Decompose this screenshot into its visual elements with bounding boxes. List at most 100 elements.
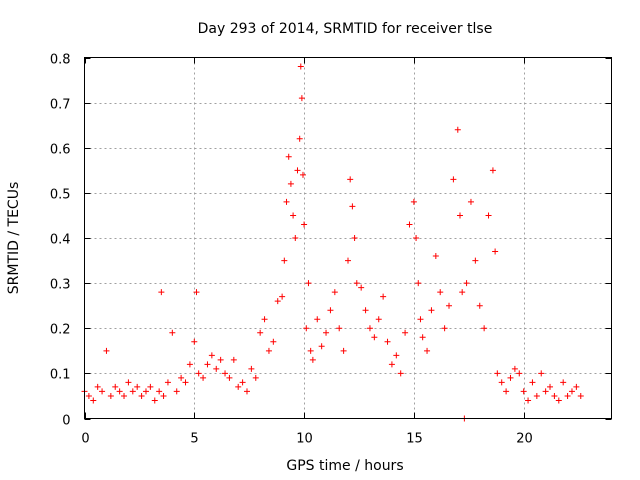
- data-point: [235, 383, 242, 390]
- data-point: [299, 171, 306, 178]
- chart-title: Day 293 of 2014, SRMTID for receiver tls…: [198, 21, 493, 37]
- data-point: [450, 176, 457, 183]
- data-point: [129, 388, 136, 395]
- data-point: [248, 365, 255, 372]
- data-point: [547, 383, 554, 390]
- data-point: [511, 365, 518, 372]
- x-tick-label: 15: [406, 432, 423, 447]
- data-point: [186, 361, 193, 368]
- data-point: [340, 347, 347, 354]
- data-point: [298, 95, 305, 102]
- data-point: [99, 388, 106, 395]
- data-point: [467, 198, 474, 205]
- data-point: [156, 388, 163, 395]
- data-point: [301, 221, 308, 228]
- data-point: [437, 289, 444, 296]
- y-tick-label: 0.4: [50, 233, 71, 248]
- data-point: [428, 307, 435, 314]
- y-tick-label: 0.6: [50, 143, 71, 158]
- data-point: [107, 392, 114, 399]
- data-point: [121, 392, 128, 399]
- data-point: [353, 280, 360, 287]
- data-point: [485, 212, 492, 219]
- data-point: [492, 248, 499, 255]
- data-point: [424, 347, 431, 354]
- data-point: [494, 370, 501, 377]
- data-point: [503, 388, 510, 395]
- data-point: [371, 334, 378, 341]
- data-point: [294, 167, 301, 174]
- grid: [84, 57, 612, 419]
- data-point: [314, 316, 321, 323]
- data-points: [81, 63, 584, 422]
- data-point: [252, 374, 259, 381]
- y-axis-label: SRMTID / TECUs: [6, 182, 22, 295]
- data-point: [274, 298, 281, 305]
- x-tick-label: 10: [296, 432, 313, 447]
- data-point: [243, 388, 250, 395]
- data-point: [283, 198, 290, 205]
- data-point: [94, 383, 101, 390]
- data-point: [217, 356, 224, 363]
- data-point: [169, 329, 176, 336]
- data-point: [257, 329, 264, 336]
- data-point: [90, 397, 97, 404]
- data-point: [103, 347, 110, 354]
- x-tick-label: 20: [516, 432, 533, 447]
- data-point: [538, 370, 545, 377]
- data-point: [564, 392, 571, 399]
- y-tick-label: 0.7: [50, 98, 71, 113]
- data-point: [454, 126, 461, 133]
- data-point: [297, 63, 304, 70]
- data-point: [303, 325, 310, 332]
- data-point: [533, 392, 540, 399]
- data-point: [182, 379, 189, 386]
- data-point: [529, 379, 536, 386]
- data-point: [173, 388, 180, 395]
- data-point: [380, 293, 387, 300]
- y-tick-label: 0.8: [50, 53, 71, 68]
- data-point: [138, 392, 145, 399]
- data-point: [351, 235, 358, 241]
- data-point: [507, 374, 514, 381]
- tick-labels: 0 0.1 0.2 0.3 0.4 0.5 0.6 0.7 0.8 0 5 10 15 20: [50, 53, 533, 447]
- data-point: [305, 280, 312, 287]
- data-point: [281, 257, 288, 264]
- data-point: [230, 356, 237, 363]
- data-point: [296, 135, 303, 142]
- data-point: [525, 397, 532, 404]
- data-point: [331, 289, 338, 296]
- data-point: [560, 379, 567, 386]
- data-point: [85, 392, 92, 399]
- data-point: [125, 379, 132, 386]
- data-point: [555, 397, 562, 404]
- data-point: [498, 379, 505, 386]
- data-point: [292, 235, 299, 241]
- data-point: [516, 370, 523, 377]
- data-point: [151, 397, 158, 404]
- data-point: [158, 289, 165, 296]
- data-point: [222, 370, 229, 377]
- data-point: [336, 325, 343, 332]
- data-point: [520, 388, 527, 395]
- data-point: [327, 307, 334, 314]
- data-point: [307, 347, 314, 354]
- y-tick-label: 0.3: [50, 278, 71, 293]
- data-point: [142, 388, 149, 395]
- data-point: [112, 383, 119, 390]
- data-point: [472, 257, 479, 264]
- data-point: [375, 316, 382, 323]
- data-point: [226, 374, 233, 381]
- data-point: [285, 153, 292, 160]
- data-point: [287, 180, 294, 187]
- data-point: [573, 383, 580, 390]
- data-point: [542, 388, 549, 395]
- data-point: [208, 352, 215, 359]
- data-point: [577, 392, 584, 399]
- data-point: [456, 212, 463, 219]
- data-point: [318, 343, 325, 350]
- data-point: [347, 176, 354, 183]
- y-tick-label: 0: [62, 414, 70, 429]
- data-point: [191, 338, 198, 345]
